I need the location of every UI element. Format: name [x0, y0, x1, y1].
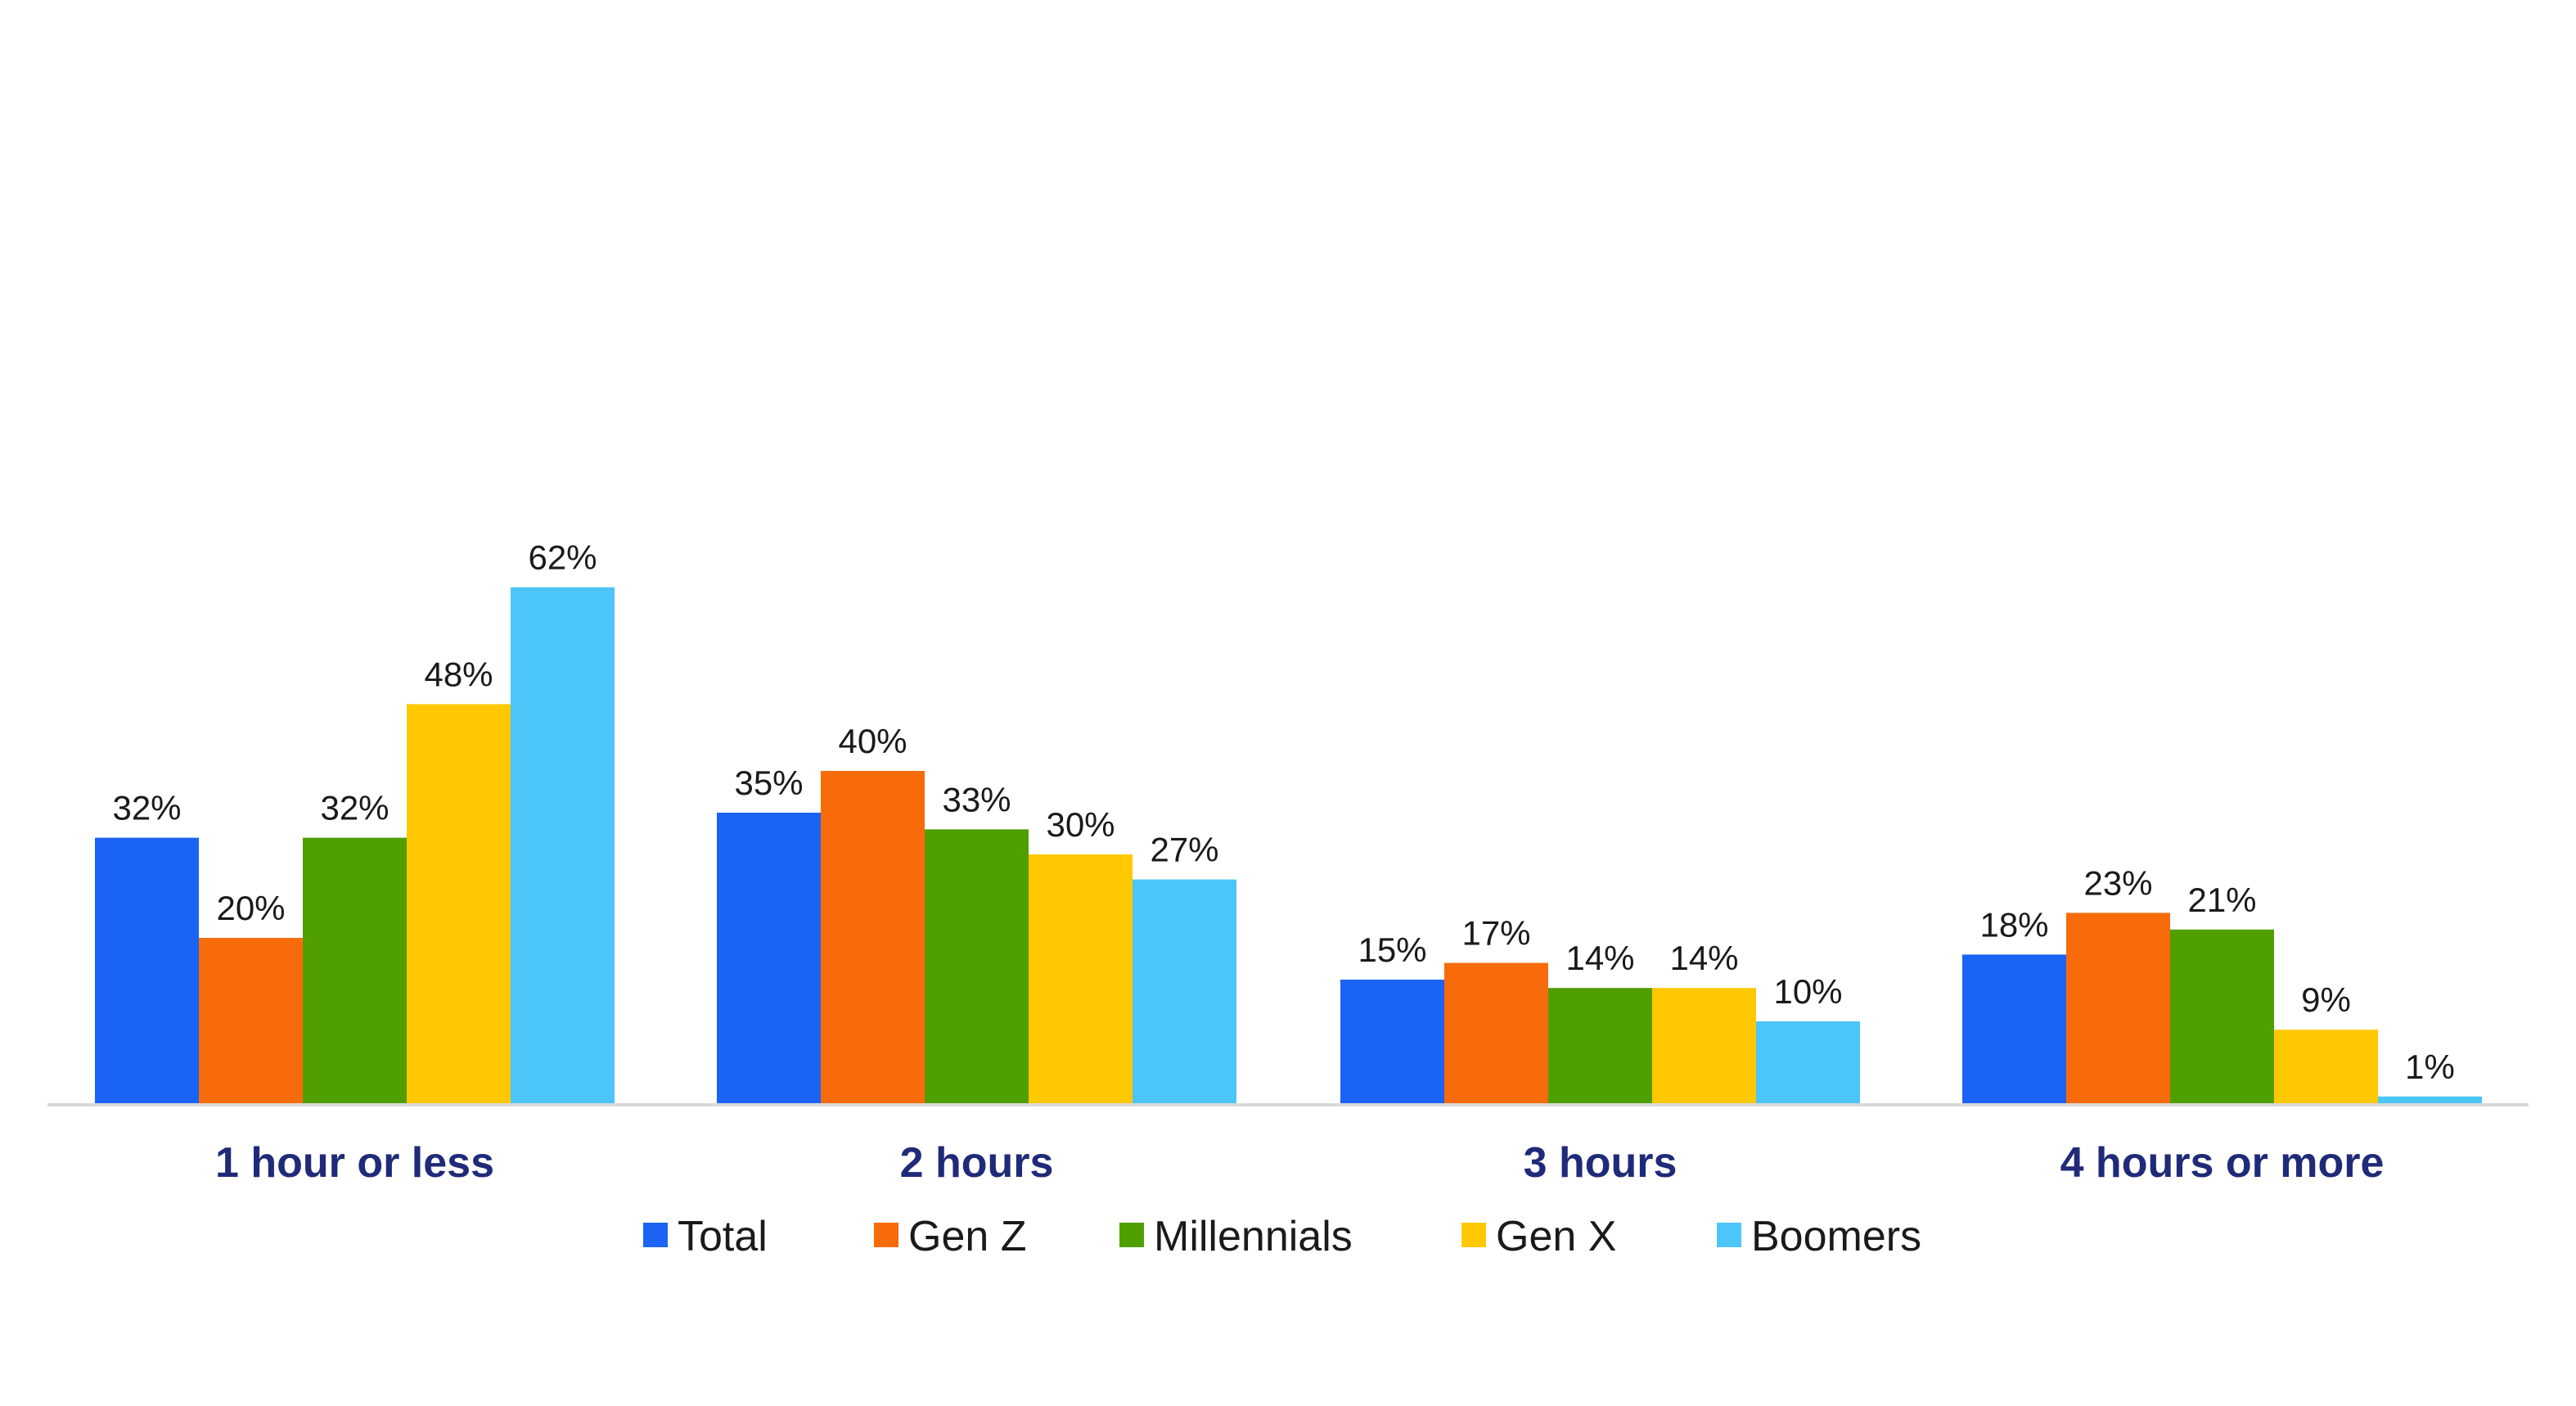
bar-millennials-3-hours: [1548, 988, 1652, 1105]
legend-swatch-gen-z: [874, 1223, 898, 1247]
bar-boomers-1-hour-or-less: [511, 587, 615, 1105]
data-label-boomers-2-hours: 27%: [1150, 831, 1218, 869]
data-label-total-3-hours: 15%: [1358, 931, 1426, 969]
bar-boomers-4-hours-or-more: [2378, 1096, 2482, 1105]
bar-total-3-hours: [1340, 980, 1444, 1105]
data-label-gen-x-4-hours-or-more: 9%: [2301, 980, 2351, 1019]
bar-total-1-hour-or-less: [95, 837, 199, 1105]
legend-swatch-boomers: [1717, 1223, 1741, 1247]
data-label-gen-z-2-hours: 40%: [838, 722, 907, 760]
bar-gen-z-1-hour-or-less: [199, 938, 303, 1105]
bar-total-2-hours: [717, 813, 821, 1105]
data-label-gen-x-2-hours: 30%: [1046, 805, 1115, 844]
data-label-boomers-1-hour-or-less: 62%: [528, 539, 597, 577]
data-label-total-4-hours-or-more: 18%: [1979, 905, 2048, 944]
bar-millennials-1-hour-or-less: [303, 837, 407, 1105]
category-labels-layer: 1 hour or less 2 hours 3 hours 4 hours or m…: [215, 1139, 2384, 1187]
legend-label-total: Total: [678, 1213, 768, 1260]
data-label-millennials-2-hours: 33%: [942, 780, 1011, 818]
data-label-boomers-4-hours-or-more: 1%: [2405, 1048, 2455, 1086]
legend-label-boomers: Boomers: [1751, 1213, 1921, 1260]
data-label-gen-z-1-hour-or-less: 20%: [216, 889, 285, 927]
bar-gen-x-2-hours: [1029, 854, 1133, 1105]
legend: Total Gen Z Millennials Gen X Boomers: [643, 1213, 1921, 1260]
legend-label-gen-x: Gen X: [1496, 1213, 1616, 1260]
data-label-boomers-3-hours: 10%: [1773, 972, 1842, 1011]
legend-swatch-gen-x: [1461, 1223, 1486, 1247]
category-label-4-hours-or-more: 4 hours or more: [2060, 1139, 2385, 1187]
bar-gen-z-4-hours-or-more: [2066, 913, 2170, 1105]
bars-layer: [95, 587, 2482, 1105]
category-label-2-hours: 2 hours: [900, 1139, 1054, 1187]
bar-gen-x-4-hours-or-more: [2274, 1030, 2378, 1105]
data-label-gen-x-3-hours: 14%: [1669, 939, 1738, 977]
bar-millennials-4-hours-or-more: [2170, 929, 2274, 1105]
legend-swatch-millennials: [1119, 1223, 1144, 1247]
bar-gen-x-1-hour-or-less: [407, 704, 511, 1105]
legend-swatch-total: [643, 1223, 668, 1247]
data-label-millennials-4-hours-or-more: 21%: [2187, 881, 2256, 919]
data-labels-layer: 32% 20% 32% 48% 62% 35% 40% 33% 30% 27% 15% 17% 14% 1…: [112, 539, 2454, 1086]
data-label-gen-z-3-hours: 17%: [1461, 914, 1530, 953]
bar-total-4-hours-or-more: [1962, 954, 2066, 1105]
data-label-total-1-hour-or-less: 32%: [112, 789, 181, 827]
category-label-3-hours: 3 hours: [1524, 1139, 1678, 1187]
bar-millennials-2-hours: [925, 829, 1029, 1105]
data-label-millennials-1-hour-or-less: 32%: [320, 789, 389, 827]
data-label-millennials-3-hours: 14%: [1565, 939, 1634, 977]
legend-label-gen-z: Gen Z: [908, 1213, 1027, 1260]
bar-gen-x-3-hours: [1652, 988, 1756, 1105]
bar-gen-z-3-hours: [1444, 962, 1548, 1105]
bar-boomers-3-hours: [1756, 1021, 1860, 1105]
legend-label-millennials: Millennials: [1154, 1213, 1353, 1260]
bar-gen-z-2-hours: [821, 771, 925, 1105]
category-label-1-hour-or-less: 1 hour or less: [215, 1139, 494, 1187]
bar-boomers-2-hours: [1133, 879, 1236, 1105]
data-label-gen-z-4-hours-or-more: 23%: [2083, 863, 2152, 902]
data-label-gen-x-1-hour-or-less: 48%: [424, 655, 493, 693]
data-label-total-2-hours: 35%: [734, 764, 803, 802]
